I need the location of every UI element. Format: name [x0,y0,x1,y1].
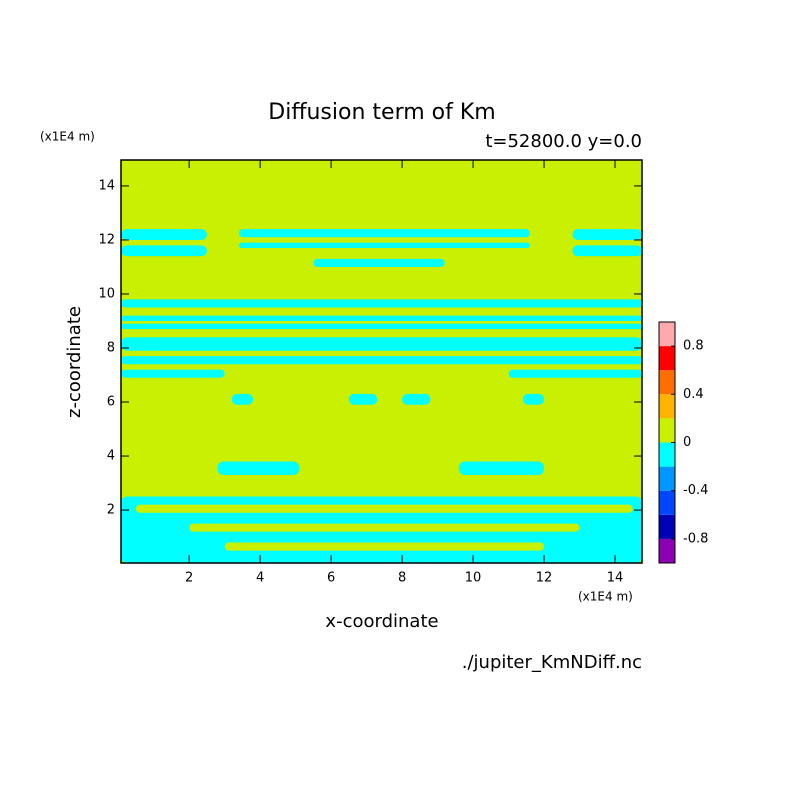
x-unit: (x1E4 m) [578,590,633,604]
contour-region [572,245,642,257]
y-tick-label: 8 [107,340,115,355]
x-tick-label: 12 [536,571,553,586]
colorbar-swatch [659,466,675,491]
y-tick-label: 14 [98,178,115,193]
contour-region [238,229,530,238]
colorbar-swatch [659,538,675,563]
footer: ./jupiter_KmNDiff.nc [462,652,642,673]
contour-region [121,356,642,365]
contour-region [217,461,300,475]
contour-region [135,504,633,513]
x-tick-label: 6 [327,571,335,586]
chart-title: Diffusion term of Km [268,100,495,125]
contour-region [121,369,225,378]
contour-region [508,369,642,378]
x-tick-label: 2 [185,571,193,586]
colorbar-swatch [659,490,675,515]
contour-region [458,461,545,475]
y-tick-label: 10 [98,286,115,301]
y-tick-label: 6 [107,395,115,410]
y-axis-label: z-coordinate [64,306,85,418]
colorbar-swatch [659,370,675,395]
contour-region [121,337,642,351]
colorbar-swatch [659,442,675,467]
contour-region [121,245,207,257]
x-tick-label: 14 [607,571,624,586]
plot-frame [120,159,643,564]
contour-region [121,315,642,321]
contour-region [522,393,545,405]
contour-region [572,229,642,240]
contour-region [402,393,431,405]
contour-region [238,242,530,249]
colorbar-swatch [659,514,675,539]
contour-region [231,393,254,405]
x-tick-label: 4 [256,571,264,586]
y-tick-label: 2 [107,503,115,518]
x-axis-label: x-coordinate [325,611,438,632]
colorbar-swatch [659,322,675,347]
colorbar-swatch [659,418,675,443]
x-tick-label: 8 [398,571,406,586]
y-tick-label: 12 [98,232,115,247]
contour-region [121,229,207,240]
contour-region [189,523,580,532]
y-tick-label: 4 [107,449,115,464]
colorbar-tick-label: 0.4 [683,387,704,402]
colorbar-tick-label: -0.8 [683,531,708,546]
colorbar-tick-label: 0.8 [683,339,704,354]
contour-region [121,323,642,330]
colorbar-tick-label: -0.4 [683,483,708,498]
colorbar-tick-label: 0 [683,435,691,450]
chart-subtitle: t=52800.0 y=0.0 [485,131,642,152]
contour-region [313,258,445,267]
colorbar-swatch [659,346,675,371]
contour-region [348,393,378,405]
y-unit: (x1E4 m) [40,130,95,144]
x-tick-label: 10 [465,571,482,586]
contour-region [121,299,642,308]
contour-region [224,542,545,551]
colorbar-swatch [659,394,675,419]
